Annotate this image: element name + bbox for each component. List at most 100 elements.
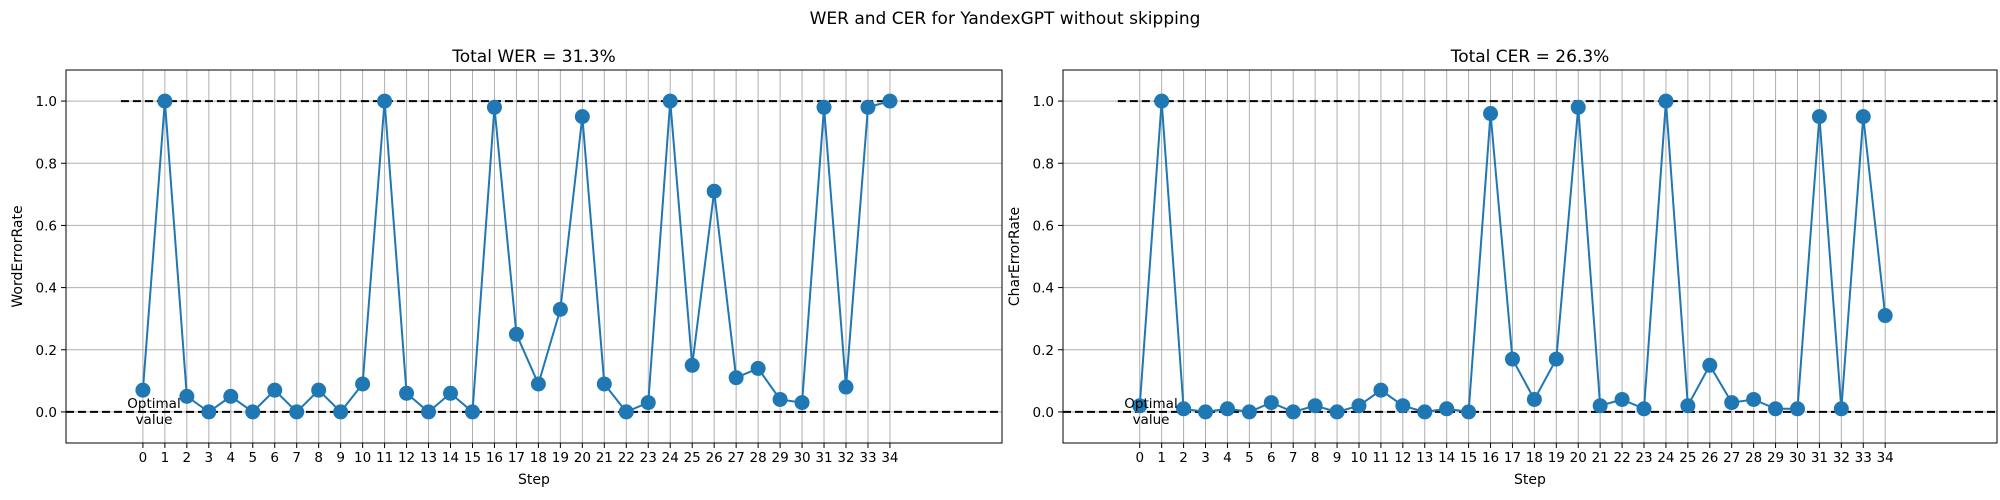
- chart-0-x-tick-label-10: 10: [354, 450, 371, 466]
- chart-1-point-17: [1504, 351, 1520, 367]
- chart-1-y-tick-label-5: 1.0: [1033, 94, 1054, 110]
- chart-1-x-tick-label-14: 14: [1438, 450, 1455, 466]
- chart-1-y-tick-label-0: 0.0: [1033, 405, 1054, 421]
- chart-1-y-tick-label-2: 0.4: [1033, 281, 1054, 297]
- chart-0-point-31: [816, 99, 832, 115]
- chart-0-x-tick-label-8: 8: [314, 450, 323, 466]
- chart-0-point-7: [289, 404, 305, 420]
- chart-1-x-tick-label-9: 9: [1333, 450, 1342, 466]
- chart-0-y-tick-label-2: 0.4: [36, 281, 57, 297]
- chart-0-x-tick-label-9: 9: [336, 450, 345, 466]
- chart-0-point-6: [267, 382, 283, 398]
- chart-0-y-tick-label-4: 0.8: [36, 156, 57, 172]
- chart-0-x-tick-label-13: 13: [420, 450, 437, 466]
- chart-1-y-tick-label-4: 0.8: [1033, 156, 1054, 172]
- chart-0-title: Total WER = 31.3%: [451, 47, 616, 67]
- chart-1-point-10: [1351, 398, 1367, 414]
- chart-1-x-tick-label-29: 29: [1767, 450, 1784, 466]
- chart-1-x-tick-label-17: 17: [1504, 450, 1521, 466]
- chart-1-x-tick-label-25: 25: [1679, 450, 1696, 466]
- chart-1-x-tick-label-8: 8: [1311, 450, 1320, 466]
- chart-0-point-32: [838, 379, 854, 395]
- chart-0-point-18: [530, 376, 546, 392]
- chart-1-point-23: [1636, 401, 1652, 417]
- chart-0-point-9: [333, 404, 349, 420]
- chart-1-point-4: [1219, 401, 1235, 417]
- chart-1-point-3: [1198, 404, 1214, 420]
- chart-0-x-tick-label-34: 34: [881, 450, 898, 466]
- chart-1-x-tick-label-32: 32: [1833, 450, 1850, 466]
- chart-1-point-1: [1154, 93, 1170, 109]
- chart-0-x-tick-label-26: 26: [706, 450, 723, 466]
- chart-1-point-31: [1811, 109, 1827, 125]
- chart-1-point-6: [1263, 395, 1279, 411]
- chart-0-point-4: [223, 388, 239, 404]
- chart-1-point-18: [1526, 391, 1542, 407]
- chart-0-point-14: [443, 385, 459, 401]
- chart-0-x-tick-label-33: 33: [859, 450, 876, 466]
- chart-0-point-19: [552, 301, 568, 317]
- chart-0-x-tick-label-21: 21: [596, 450, 613, 466]
- chart-1-x-tick-label-7: 7: [1289, 450, 1298, 466]
- chart-0-point-30: [794, 395, 810, 411]
- chart-0-point-8: [311, 382, 327, 398]
- chart-1-x-tick-label-4: 4: [1223, 450, 1232, 466]
- chart-0-x-tick-label-19: 19: [552, 450, 569, 466]
- chart-0-point-10: [355, 376, 371, 392]
- chart-0-x-tick-label-31: 31: [815, 450, 832, 466]
- chart-1-point-12: [1395, 398, 1411, 414]
- chart-1-x-tick-label-16: 16: [1482, 450, 1499, 466]
- chart-0-x-tick-label-23: 23: [640, 450, 657, 466]
- chart-1-point-21: [1592, 398, 1608, 414]
- chart-0-x-tick-label-20: 20: [574, 450, 591, 466]
- chart-0-x-tick-label-24: 24: [662, 450, 679, 466]
- chart-1-point-26: [1702, 357, 1718, 373]
- chart-0-point-0: [135, 382, 151, 398]
- chart-1-x-axis-label: Step: [1514, 472, 1546, 488]
- chart-1-point-15: [1461, 404, 1477, 420]
- chart-0-point-21: [596, 376, 612, 392]
- chart-0-point-25: [684, 357, 700, 373]
- chart-0-y-tick-label-0: 0.0: [36, 405, 57, 421]
- chart-1-point-9: [1329, 404, 1345, 420]
- chart-1-point-19: [1548, 351, 1564, 367]
- chart-1-x-tick-label-10: 10: [1350, 450, 1367, 466]
- chart-0-point-23: [640, 395, 656, 411]
- chart-0-x-tick-label-32: 32: [837, 450, 854, 466]
- chart-1-point-5: [1241, 404, 1257, 420]
- chart-0-x-tick-label-29: 29: [771, 450, 788, 466]
- chart-0-point-12: [399, 385, 415, 401]
- chart-1-x-tick-label-34: 34: [1877, 450, 1894, 466]
- chart-1-x-tick-label-22: 22: [1613, 450, 1630, 466]
- chart-1-point-32: [1833, 401, 1849, 417]
- chart-0-point-33: [860, 99, 876, 115]
- chart-1-x-tick-label-23: 23: [1635, 450, 1652, 466]
- chart-0-point-26: [706, 183, 722, 199]
- chart-1-point-16: [1483, 106, 1499, 122]
- chart-0-axes-frame: [65, 69, 1003, 444]
- chart-0-annotation-line-0: Optimal: [127, 396, 180, 412]
- chart-1-x-tick-label-33: 33: [1855, 450, 1872, 466]
- chart-0-x-tick-label-7: 7: [292, 450, 301, 466]
- chart-0-x-tick-label-17: 17: [508, 450, 525, 466]
- chart-1-point-30: [1789, 401, 1805, 417]
- chart-0-point-2: [179, 388, 195, 404]
- chart-1-point-24: [1658, 93, 1674, 109]
- chart-1-x-tick-label-3: 3: [1201, 450, 1210, 466]
- chart-0-point-20: [574, 109, 590, 125]
- chart-1-point-8: [1307, 398, 1323, 414]
- chart-1-point-2: [1176, 401, 1192, 417]
- chart-1-point-11: [1373, 382, 1389, 398]
- chart-0-point-16: [486, 99, 502, 115]
- chart-1-annotation-line-0: Optimal: [1124, 396, 1177, 412]
- chart-1-point-13: [1417, 404, 1433, 420]
- chart-1-point-22: [1614, 391, 1630, 407]
- chart-1-x-tick-label-30: 30: [1789, 450, 1806, 466]
- chart-1-x-tick-label-0: 0: [1135, 450, 1144, 466]
- chart-0-x-tick-label-15: 15: [464, 450, 481, 466]
- chart-1-axes-frame: [1062, 69, 1998, 444]
- chart-1-x-tick-label-15: 15: [1460, 450, 1477, 466]
- chart-1-x-tick-label-24: 24: [1657, 450, 1674, 466]
- chart-0-point-22: [618, 404, 634, 420]
